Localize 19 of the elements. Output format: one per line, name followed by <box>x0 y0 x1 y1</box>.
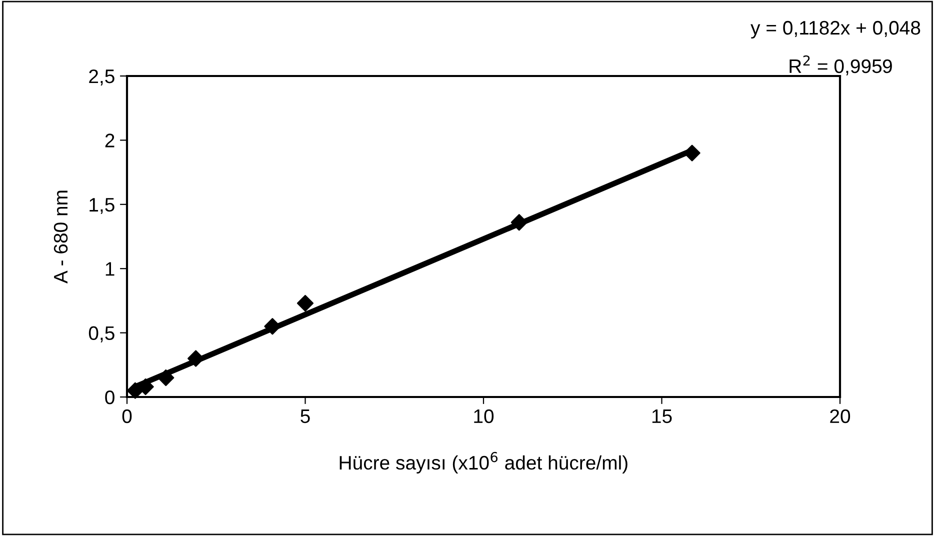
x-tick-label: 20 <box>830 409 850 424</box>
point <box>158 369 174 386</box>
y-tick-label: 0 <box>105 390 114 404</box>
y-tick-label: 1 <box>106 262 114 276</box>
x-axis-title: Hücre sayısı (x10$^{6}$ adet hücre/ml) <box>340 452 628 474</box>
y-tick-label: 1,5 <box>90 198 114 214</box>
x-tick-label: 15 <box>652 410 672 424</box>
point <box>510 214 528 231</box>
x-tick-label: 0 <box>122 409 132 424</box>
text: R$^{2}$ = 0,9959 <box>790 55 892 76</box>
x-tick-label: 10 <box>474 409 494 424</box>
text: y = 0,1182x + 0,048 <box>750 20 920 39</box>
point <box>264 318 281 335</box>
x-tick-label: 5 <box>300 410 310 424</box>
y-tick-label: 0,5 <box>88 326 114 342</box>
y-axis-title: A - 680 nm <box>54 190 68 284</box>
point <box>296 294 314 312</box>
y-tick-label: 2 <box>105 134 114 148</box>
y-tick-label: 2,5 <box>89 69 114 86</box>
